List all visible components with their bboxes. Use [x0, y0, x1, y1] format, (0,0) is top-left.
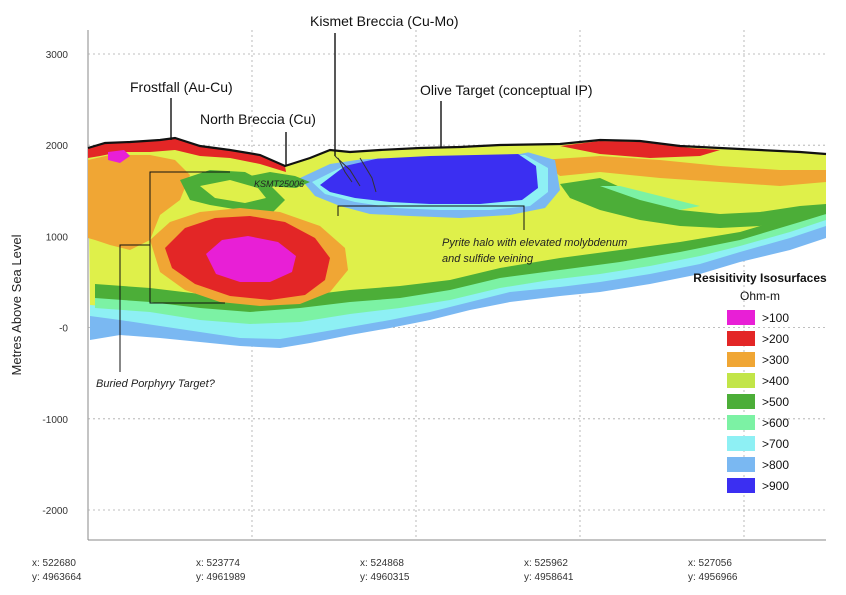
zone-200-top-right: [560, 141, 720, 158]
legend-swatch: [727, 394, 755, 409]
legend-label: >400: [762, 374, 789, 388]
legend-label: >900: [762, 479, 789, 493]
x-tick-sublabel: y: 4963664: [32, 572, 82, 583]
legend-label: >100: [762, 311, 789, 325]
buried-target-annotation: Buried Porphyry Target?: [96, 378, 216, 390]
zone-300-left: [88, 155, 190, 250]
legend-label: >800: [762, 458, 789, 472]
legend-swatch: [727, 457, 755, 472]
x-tick-sublabel: y: 4960315: [360, 572, 410, 583]
x-tick-sublabel: y: 4958641: [524, 572, 574, 583]
drillhole-trace-2: [337, 157, 353, 183]
topography-line: [87, 136, 827, 168]
drillhole-trace: [334, 155, 361, 187]
zone-100-top-left: [108, 150, 130, 163]
zone-600-bottom: [95, 212, 826, 324]
zone-500-bottom: [95, 206, 826, 312]
y-tick-label: -0: [59, 324, 68, 335]
legend-swatch: [727, 373, 755, 388]
zone-800-bottom: [90, 224, 826, 348]
zone-100-anomaly: [206, 236, 296, 282]
zone-400-left-lobe: [200, 180, 266, 203]
y-tick-label: 2000: [46, 141, 69, 152]
frostfall-label: Frostfall (Au-Cu): [130, 79, 233, 95]
pyrite-annotation-1: Pyrite halo with elevated molybdenum: [442, 237, 627, 249]
drillhole-trace-3: [359, 157, 377, 193]
legend-label: >600: [762, 416, 789, 430]
x-tick-label: x: 522680: [32, 558, 76, 569]
north-breccia-label: North Breccia (Cu): [200, 111, 316, 127]
legend-swatch: [727, 352, 755, 367]
kismet-label: Kismet Breccia (Cu-Mo): [310, 13, 459, 29]
zone-200-top: [88, 138, 286, 172]
legend-swatch: [727, 478, 755, 493]
y-tick-label: 3000: [46, 50, 69, 61]
zone-600-right: [600, 186, 700, 210]
zone-300-right: [540, 156, 826, 186]
pyrite-annotation-2: and sulfide veining: [442, 253, 534, 265]
y-axis-label: Metres Above Sea Level: [9, 234, 24, 375]
olive-label: Olive Target (conceptual IP): [420, 82, 593, 98]
resistivity-section: [87, 136, 827, 348]
legend-swatch: [727, 331, 755, 346]
y-tick-labels: 3000 2000 1000 -0 -1000 -2000: [42, 50, 68, 517]
drillhole-label: KSMT25006: [254, 179, 304, 189]
x-tick-labels: x: 522680 y: 4963664 x: 523774 y: 4961989 x:…: [32, 558, 738, 583]
legend-unit: Ohm-m: [740, 289, 780, 303]
x-tick-sublabel: y: 4956966: [688, 572, 738, 583]
legend-label: >300: [762, 353, 789, 367]
legend-swatch: [727, 310, 755, 325]
legend-label: >500: [762, 395, 789, 409]
legend-swatch: [727, 436, 755, 451]
buried-target-leader: [119, 244, 150, 372]
x-tick-label: x: 527056: [688, 558, 732, 569]
zone-500-crest: [250, 172, 310, 188]
legend-swatch: [727, 415, 755, 430]
legend-label: >200: [762, 332, 789, 346]
x-tick-label: x: 525962: [524, 558, 568, 569]
legend: Resisitivity Isosurfaces Ohm-m >100 >200 >…: [693, 271, 827, 493]
y-tick-label: 1000: [46, 232, 69, 243]
y-tick-label: -2000: [42, 506, 68, 517]
x-tick-label: x: 524868: [360, 558, 404, 569]
zone-900-olive: [320, 152, 538, 204]
x-tick-sublabel: y: 4961989: [196, 572, 246, 583]
zone-700-crest: [330, 146, 540, 160]
legend-label: >700: [762, 437, 789, 451]
buried-target-outline: [149, 171, 230, 304]
legend-title: Resisitivity Isosurfaces: [693, 271, 827, 285]
pyrite-halo-bracket: [337, 205, 525, 230]
y-tick-label: -1000: [42, 415, 68, 426]
x-tick-label: x: 523774: [196, 558, 240, 569]
